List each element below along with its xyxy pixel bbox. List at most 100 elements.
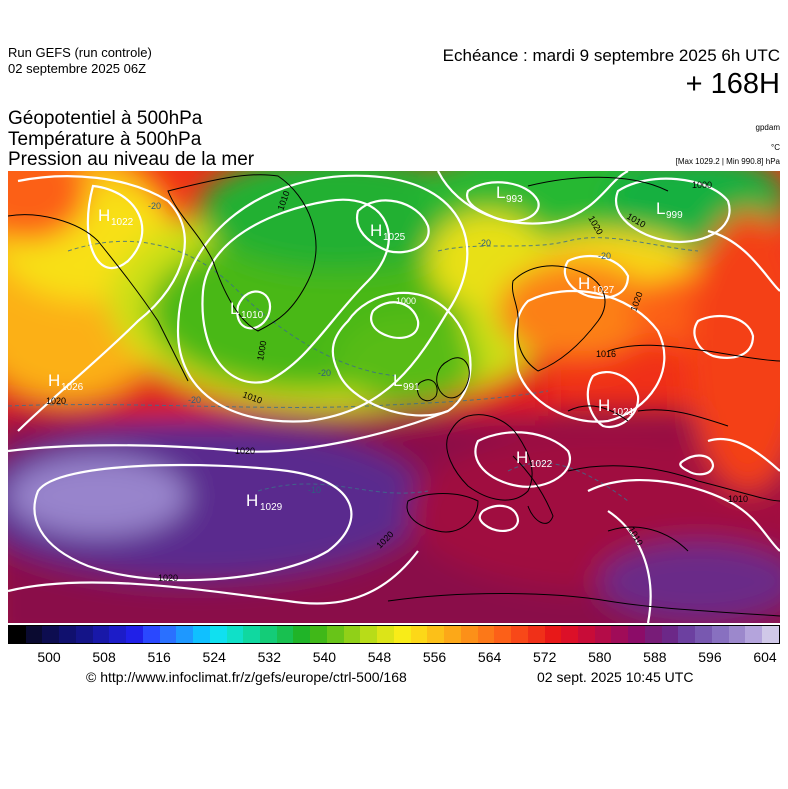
colorbar-swatch bbox=[176, 626, 194, 643]
svg-text:1010: 1010 bbox=[241, 310, 264, 321]
param-temperature: Température à 500hPa bbox=[8, 129, 202, 150]
echeance-label: Echéance : mardi 9 septembre 2025 6h UTC bbox=[442, 46, 780, 65]
colorbar-swatch bbox=[762, 626, 779, 643]
colorbar-swatch bbox=[577, 626, 595, 643]
colorbar-tick-label: 540 bbox=[312, 649, 337, 665]
pressure-center-h1029: H 1029 bbox=[246, 491, 283, 513]
pressure-center-h1026: H 1026 bbox=[48, 371, 84, 393]
svg-text:L: L bbox=[656, 199, 665, 218]
svg-text:1020: 1020 bbox=[46, 396, 66, 406]
weather-map: H 1022 H 1025 H 1029 H 1026 H 1027 H 1021 H 102… bbox=[8, 171, 780, 623]
colorbar-tick-label: 516 bbox=[147, 649, 171, 665]
colorbar-swatch bbox=[628, 626, 645, 643]
svg-text:H: H bbox=[598, 396, 610, 415]
colorbar-swatch bbox=[326, 626, 344, 643]
pressure-center-l991: L 991 bbox=[393, 371, 420, 393]
svg-text:-20: -20 bbox=[188, 395, 201, 405]
colorbar-swatch bbox=[711, 626, 729, 643]
colorbar-swatch bbox=[343, 626, 361, 643]
pressure-center-l993: L 993 bbox=[496, 183, 523, 205]
pressure-center-h1027: H 1027 bbox=[578, 274, 615, 296]
run-date: 02 septembre 2025 06Z bbox=[8, 61, 147, 76]
svg-text:H: H bbox=[246, 491, 258, 510]
geopotential-colorbar bbox=[8, 625, 780, 644]
colorbar-swatch bbox=[427, 626, 445, 643]
colorbar-swatch bbox=[193, 626, 210, 643]
colorbar-swatch bbox=[92, 626, 110, 643]
colorbar-swatch bbox=[126, 626, 143, 643]
source-url: © http://www.infoclimat.fr/z/gefs/europe… bbox=[86, 669, 407, 685]
colorbar-swatch bbox=[678, 626, 696, 643]
colorbar-tick-label: 524 bbox=[202, 649, 226, 665]
colorbar-swatch bbox=[728, 626, 746, 643]
pressure-center-h1022: H 1022 bbox=[98, 206, 134, 228]
colorbar-tick-label: 572 bbox=[533, 649, 557, 665]
colorbar-swatch bbox=[377, 626, 394, 643]
svg-text:H: H bbox=[370, 221, 382, 240]
colorbar-swatch bbox=[276, 626, 294, 643]
colorbar-swatch bbox=[661, 626, 679, 643]
colorbar-swatch bbox=[59, 626, 76, 643]
colorbar-swatch bbox=[42, 626, 60, 643]
colorbar-swatch bbox=[477, 626, 495, 643]
svg-text:1000: 1000 bbox=[255, 340, 268, 361]
svg-text:-20: -20 bbox=[478, 238, 491, 248]
colorbar-swatch bbox=[159, 626, 177, 643]
pressure-center-h1022b: H 1022 bbox=[516, 448, 553, 470]
colorbar-tick-label: 556 bbox=[422, 649, 447, 665]
svg-text:H: H bbox=[578, 274, 590, 293]
colorbar-swatch bbox=[460, 626, 478, 643]
svg-text:993: 993 bbox=[506, 194, 523, 205]
svg-text:999: 999 bbox=[666, 210, 683, 221]
svg-text:H: H bbox=[98, 206, 110, 225]
colorbar-tick-label: 588 bbox=[643, 649, 667, 665]
colorbar-tick-label: 532 bbox=[257, 649, 281, 665]
colorbar-swatch bbox=[745, 626, 763, 643]
svg-text:1022: 1022 bbox=[530, 459, 553, 470]
svg-text:1027: 1027 bbox=[592, 285, 615, 296]
colorbar-tick-label: 564 bbox=[477, 649, 502, 665]
svg-text:1020: 1020 bbox=[158, 573, 178, 583]
svg-text:1021: 1021 bbox=[612, 407, 635, 418]
colorbar-tick-label: 580 bbox=[588, 649, 612, 665]
colorbar-swatch bbox=[360, 626, 378, 643]
unit-gpdam: gpdam bbox=[755, 123, 780, 132]
pressure-center-h1025: H 1025 bbox=[370, 221, 406, 243]
colorbar-swatch bbox=[410, 626, 428, 643]
svg-text:-20: -20 bbox=[148, 201, 161, 211]
run-title: Run GEFS (run controle) bbox=[8, 45, 152, 60]
svg-text:1029: 1029 bbox=[260, 502, 283, 513]
svg-text:1026: 1026 bbox=[61, 382, 84, 393]
colorbar-swatch bbox=[444, 626, 461, 643]
generated-time: 02 sept. 2025 10:45 UTC bbox=[537, 669, 694, 685]
svg-text:1022: 1022 bbox=[111, 217, 134, 228]
colorbar-swatch bbox=[293, 626, 311, 643]
colorbar-swatch bbox=[25, 626, 43, 643]
colorbar-swatch bbox=[226, 626, 244, 643]
svg-text:H: H bbox=[516, 448, 528, 467]
svg-text:H: H bbox=[48, 371, 60, 390]
colorbar-tick-label: 596 bbox=[698, 649, 722, 665]
svg-text:1010: 1010 bbox=[728, 494, 748, 504]
colorbar-swatch bbox=[260, 626, 277, 643]
pressure-range: [Max 1029.2 | Min 990.8] hPa bbox=[675, 157, 780, 166]
colorbar-swatch bbox=[611, 626, 629, 643]
pressure-center-l999: L 999 bbox=[656, 199, 683, 221]
colorbar-swatch bbox=[561, 626, 578, 643]
svg-text:991: 991 bbox=[403, 382, 420, 393]
colorbar-swatch bbox=[544, 626, 562, 643]
colorbar-swatch bbox=[75, 626, 93, 643]
svg-text:L: L bbox=[393, 371, 402, 390]
svg-text:1020: 1020 bbox=[235, 446, 255, 456]
colorbar-swatch bbox=[209, 626, 227, 643]
colorbar-tick-label: 508 bbox=[92, 649, 116, 665]
colorbar-swatch bbox=[310, 626, 327, 643]
svg-text:L: L bbox=[496, 183, 505, 202]
colorbar-tick-label: 604 bbox=[753, 649, 777, 665]
colorbar-tick-label: 548 bbox=[367, 649, 392, 665]
svg-text:-10: -10 bbox=[308, 485, 321, 495]
colorbar-swatch bbox=[494, 626, 512, 643]
param-geopotential: Géopotentiel à 500hPa bbox=[8, 108, 203, 129]
colorbar-swatch bbox=[109, 626, 127, 643]
param-pressure: Pression au niveau de la mer bbox=[8, 149, 255, 170]
